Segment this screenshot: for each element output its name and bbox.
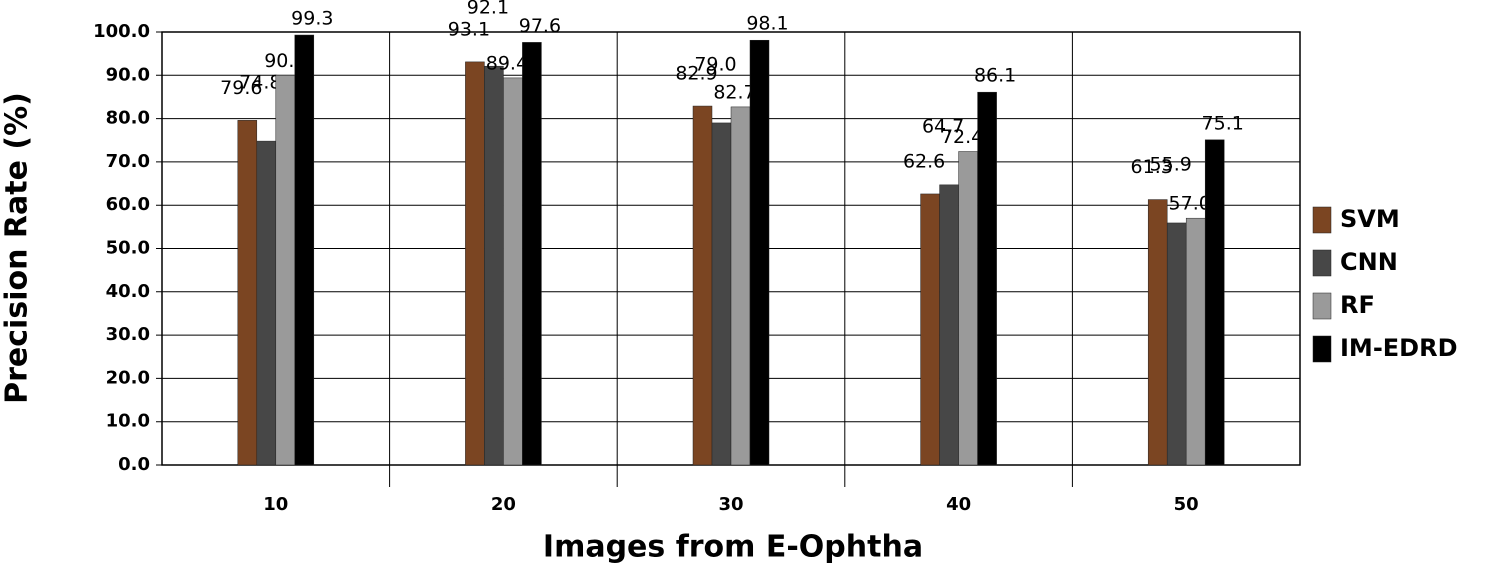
y-tick-label: 100.0 — [93, 21, 150, 42]
value-label: 75.1 — [1202, 112, 1244, 134]
bar — [920, 193, 940, 466]
bar — [692, 105, 713, 466]
value-label: 93.1 — [448, 18, 490, 40]
legend-swatch — [1312, 249, 1332, 277]
y-tick-label: 20.0 — [106, 367, 150, 388]
y-tick-label: 80.0 — [106, 108, 150, 129]
value-label: 72.4 — [941, 126, 983, 148]
bar — [256, 140, 277, 466]
bar — [1147, 199, 1168, 466]
value-label: 82.7 — [713, 81, 755, 103]
legend-swatch — [1312, 292, 1332, 320]
y-tick-label: 40.0 — [106, 281, 150, 302]
x-tick-label: 20 — [491, 494, 516, 515]
value-label: 97.6 — [519, 15, 561, 37]
value-label: 79.6 — [220, 77, 262, 99]
bar — [749, 39, 770, 466]
bar — [484, 65, 504, 466]
value-label: 57.0 — [1169, 193, 1211, 215]
legend-label: IM-EDRD — [1340, 334, 1458, 362]
bar — [1204, 139, 1225, 466]
value-label: 99.3 — [291, 8, 333, 30]
bar — [1185, 217, 1206, 466]
x-tick-label: 50 — [1174, 494, 1199, 515]
y-tick-label: 10.0 — [106, 411, 150, 432]
y-tick-label: 0.0 — [118, 454, 150, 475]
value-label: 74.8 — [239, 72, 281, 94]
value-label: 61.3 — [1131, 156, 1173, 178]
value-label: 79.0 — [694, 53, 736, 75]
legend-label: SVM — [1340, 205, 1400, 233]
y-tick-label: 30.0 — [106, 324, 150, 345]
bar — [294, 34, 315, 466]
value-label: 62.6 — [903, 150, 945, 172]
value-label: 82.9 — [675, 63, 717, 85]
bar — [939, 184, 959, 466]
bar — [465, 61, 485, 466]
bar — [711, 122, 732, 466]
bar — [503, 77, 523, 466]
y-tick-label: 70.0 — [106, 151, 150, 172]
value-label: 86.1 — [974, 65, 1016, 87]
bar — [730, 106, 751, 466]
value-label: 98.1 — [746, 13, 788, 35]
bar — [237, 120, 258, 466]
x-axis-title: Images from E-Ophtha — [543, 530, 923, 565]
y-axis-title: Precision Rate (%) — [0, 92, 35, 404]
legend-swatch — [1312, 206, 1332, 234]
bar — [522, 42, 542, 466]
y-tick-label: 50.0 — [106, 238, 150, 259]
value-label: 64.7 — [922, 115, 964, 137]
value-label: 89.4 — [486, 52, 528, 74]
x-tick-label: 40 — [946, 494, 971, 515]
x-tick-label: 30 — [718, 494, 743, 515]
x-tick-label: 10 — [263, 494, 288, 515]
value-label: 55.9 — [1150, 153, 1192, 175]
bar — [1166, 222, 1187, 466]
value-label: 90. — [264, 50, 294, 72]
y-tick-label: 90.0 — [106, 64, 150, 85]
bar — [958, 151, 978, 466]
legend-label: CNN — [1340, 248, 1398, 276]
bar — [275, 75, 296, 466]
bar — [977, 91, 997, 466]
y-tick-label: 60.0 — [106, 194, 150, 215]
legend-swatch — [1312, 335, 1332, 363]
legend-label: RF — [1340, 291, 1375, 319]
value-label: 92.1 — [467, 0, 509, 19]
